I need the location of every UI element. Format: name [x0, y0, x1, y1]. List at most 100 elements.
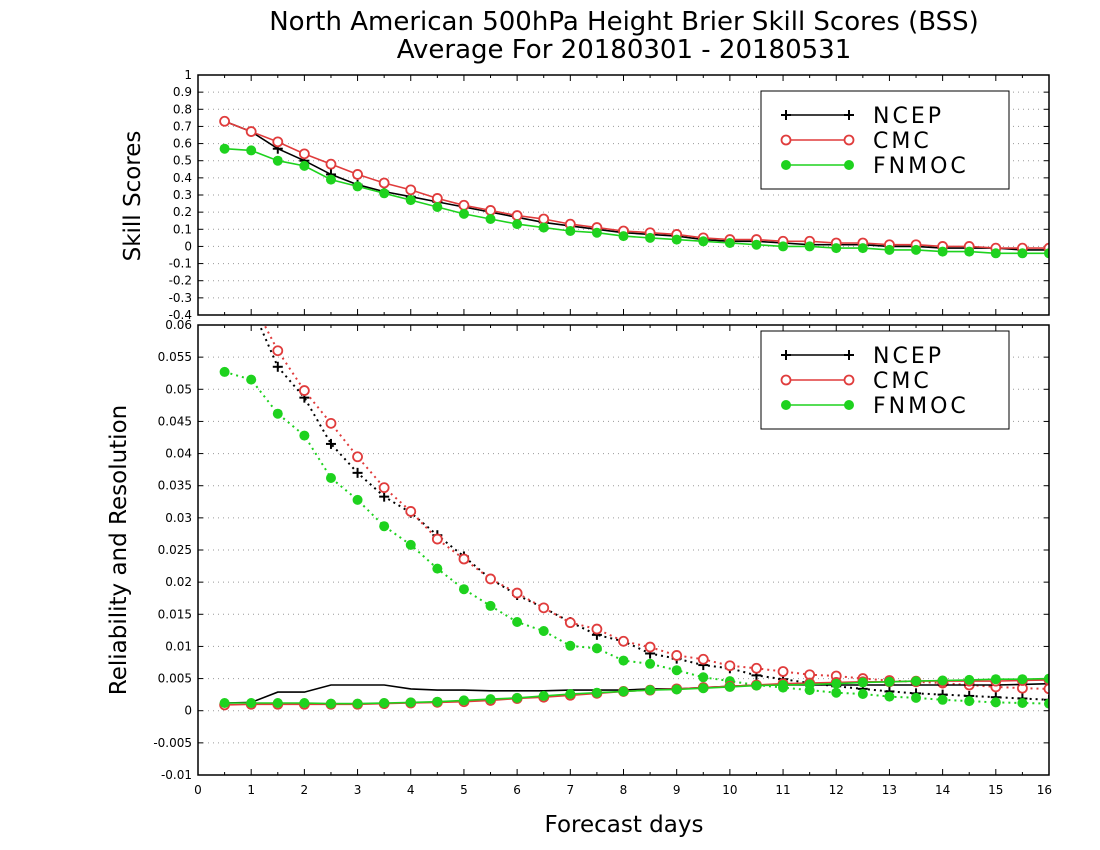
cmc-point — [378, 177, 390, 189]
y-tick-label: 0.6 — [173, 137, 192, 151]
series-layer — [219, 115, 1049, 259]
fnmoc-point — [778, 241, 789, 252]
fnmoc-point — [724, 238, 735, 248]
fnmoc-point — [937, 694, 948, 705]
y-axis-label-bottom: Reliability and Resolution — [106, 405, 132, 695]
legend-marker — [780, 374, 792, 386]
fnmoc-point — [645, 232, 656, 243]
y-tick-label: -0.005 — [153, 736, 192, 750]
fnmoc-reliability-line — [224, 677, 1049, 705]
legend-marker — [781, 110, 791, 120]
fnmoc-point — [937, 246, 948, 257]
legend-marker — [844, 110, 854, 120]
y-tick-label: 0.02 — [165, 575, 192, 589]
cmc-point — [298, 385, 310, 396]
cmc-point — [245, 126, 257, 137]
fnmoc-point — [698, 672, 709, 683]
fnmoc-point — [1017, 698, 1028, 708]
legend-marker — [843, 374, 855, 386]
legend-marker — [844, 400, 854, 410]
fnmoc-point — [512, 692, 523, 703]
y-tick-label: 0.055 — [158, 350, 192, 364]
fnmoc-point — [325, 174, 336, 185]
x-tick-label: 7 — [566, 783, 574, 797]
fnmoc-point — [751, 680, 762, 691]
cmc-point — [618, 635, 629, 647]
ncep-point — [1044, 694, 1049, 705]
y-tick-label: -0.4 — [169, 308, 192, 322]
fnmoc-point — [565, 640, 576, 651]
x-tick-label: 13 — [882, 783, 897, 797]
legend-entry-fnmoc: FNMOC — [781, 394, 969, 419]
fnmoc-point — [804, 679, 815, 690]
y-tick-label: 0.035 — [158, 479, 192, 493]
fnmoc-point — [884, 244, 895, 255]
legend-marker — [844, 350, 854, 360]
y-tick-label: 0 — [184, 704, 192, 718]
y-tick-label: 0.005 — [158, 672, 192, 686]
fnmoc-point — [937, 675, 948, 686]
ncep-point — [272, 361, 283, 372]
cmc-point — [378, 482, 390, 494]
cmc-point — [591, 623, 603, 635]
fnmoc-point — [1044, 248, 1049, 259]
fnmoc-point — [698, 236, 709, 247]
fnmoc-point — [352, 181, 363, 192]
fnmoc-point — [272, 155, 283, 166]
cmc-point — [485, 205, 496, 216]
cmc-point — [1043, 683, 1049, 695]
fnmoc-point — [485, 214, 496, 224]
legend-entry-ncep: NCEP — [781, 344, 944, 369]
y-tick-label: 0.2 — [173, 205, 192, 219]
y-tick-label: 0.01 — [165, 639, 192, 653]
fnmoc-point — [405, 697, 416, 708]
cmc-point — [458, 553, 470, 565]
x-tick-label: 0 — [194, 783, 202, 797]
ncep-point — [325, 438, 336, 449]
cmc-point — [325, 158, 337, 170]
legend-label: FNMOC — [873, 394, 969, 419]
legend-marker — [781, 400, 791, 410]
legend-marker — [781, 160, 791, 170]
fnmoc-point — [671, 665, 682, 676]
legend-entry-cmc: CMC — [780, 129, 932, 154]
legend-label: NCEP — [873, 104, 944, 129]
fnmoc-point — [219, 366, 230, 377]
fnmoc-point — [485, 600, 496, 611]
fnmoc-point — [990, 697, 1001, 708]
y-tick-label: 0.4 — [173, 171, 192, 185]
x-tick-label: 12 — [829, 783, 844, 797]
ncep-point — [379, 491, 390, 502]
y-tick-label: -0.01 — [161, 768, 192, 782]
x-tick-label: 11 — [775, 783, 790, 797]
legend-label: NCEP — [873, 344, 944, 369]
cmc-point — [272, 136, 284, 148]
fnmoc-point — [246, 698, 257, 708]
y-tick-label: 0.9 — [173, 85, 192, 99]
fnmoc-point — [618, 686, 629, 697]
cmc-point — [247, 295, 256, 304]
fnmoc-point — [911, 244, 922, 255]
cmc-point — [352, 451, 363, 463]
fnmoc-point — [804, 241, 815, 252]
cmc-point — [538, 213, 550, 225]
top-panel-skill-scores: -0.4 -0.3 -0.2 -0.1 0 0.1 0.2 0.3 0.4 0.5 0.6 0.7 0.… — [169, 68, 1050, 322]
legend-label: CMC — [873, 129, 932, 154]
fnmoc-point — [591, 687, 602, 698]
cmc-point — [538, 602, 550, 614]
fnmoc-point — [458, 208, 469, 219]
fnmoc-point — [671, 684, 682, 695]
cmc-point — [298, 148, 310, 160]
series-layer — [219, 282, 1049, 711]
bottom-panel-reliability-resolution: -0.01 -0.005 0 0.005 0.01 0.015 0.02 0.025 0.03 0… — [153, 282, 1052, 797]
fnmoc-point — [831, 243, 842, 254]
y-tick-label: 0.7 — [173, 119, 192, 133]
x-tick-label: 1 — [247, 783, 255, 797]
x-tick-label: 8 — [620, 783, 628, 797]
cmc-point — [220, 282, 229, 291]
y-tick-label: 0 — [184, 239, 192, 253]
ncep-point — [352, 467, 363, 478]
legend-marker — [781, 350, 791, 360]
